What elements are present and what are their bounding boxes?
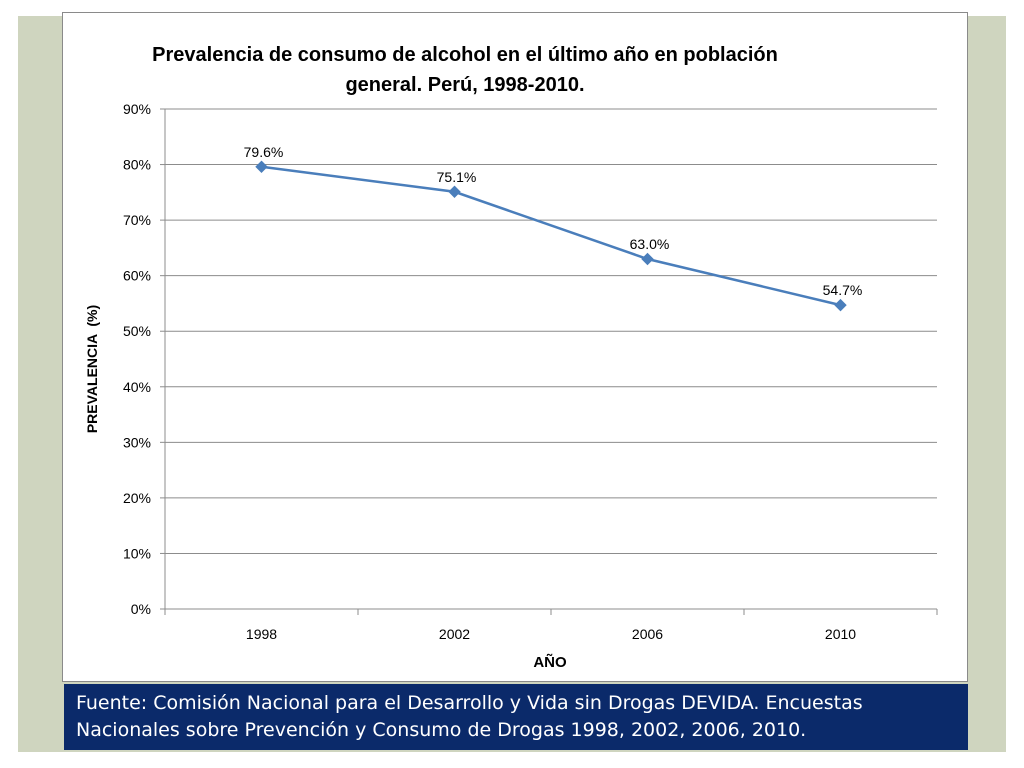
- data-point-marker: [255, 160, 268, 173]
- y-tick-label: 20%: [123, 490, 151, 506]
- y-tick-label: 30%: [123, 434, 151, 450]
- y-tick-label: 10%: [123, 545, 151, 561]
- y-tick-label: 40%: [123, 379, 151, 395]
- data-label: 79.6%: [244, 144, 284, 160]
- y-tick-label: 90%: [123, 101, 151, 117]
- x-tick-label: 2010: [825, 626, 856, 642]
- source-text: Fuente: Comisión Nacional para el Desarr…: [76, 692, 863, 741]
- data-label: 54.7%: [823, 282, 863, 298]
- x-tick-label: 2002: [439, 626, 470, 642]
- y-tick-label: 50%: [123, 323, 151, 339]
- y-tick-label: 70%: [123, 212, 151, 228]
- x-axis-label: AÑO: [533, 653, 567, 671]
- y-tick-label: 60%: [123, 268, 151, 284]
- data-point-marker: [448, 185, 461, 198]
- x-tick-label: 1998: [246, 626, 277, 642]
- line-chart: Prevalencia de consumo de alcohol en el …: [84, 44, 938, 671]
- data-point-marker: [834, 298, 847, 312]
- x-tick-label: 2006: [632, 626, 663, 642]
- chart-frame: Prevalencia de consumo de alcohol en el …: [62, 12, 968, 682]
- data-label: 63.0%: [630, 236, 670, 252]
- y-tick-label: 0%: [131, 601, 151, 617]
- y-tick-label: 80%: [123, 157, 151, 173]
- y-axis-label: PREVALENCIA (%): [84, 305, 100, 433]
- series-line: [261, 165, 841, 307]
- source-note: Fuente: Comisión Nacional para el Desarr…: [64, 684, 968, 750]
- data-label: 75.1%: [437, 169, 477, 185]
- chart-title-line: general. Perú, 1998-2010.: [345, 74, 584, 96]
- data-point-marker: [641, 252, 654, 266]
- chart-title-line: Prevalencia de consumo de alcohol en el …: [152, 44, 778, 66]
